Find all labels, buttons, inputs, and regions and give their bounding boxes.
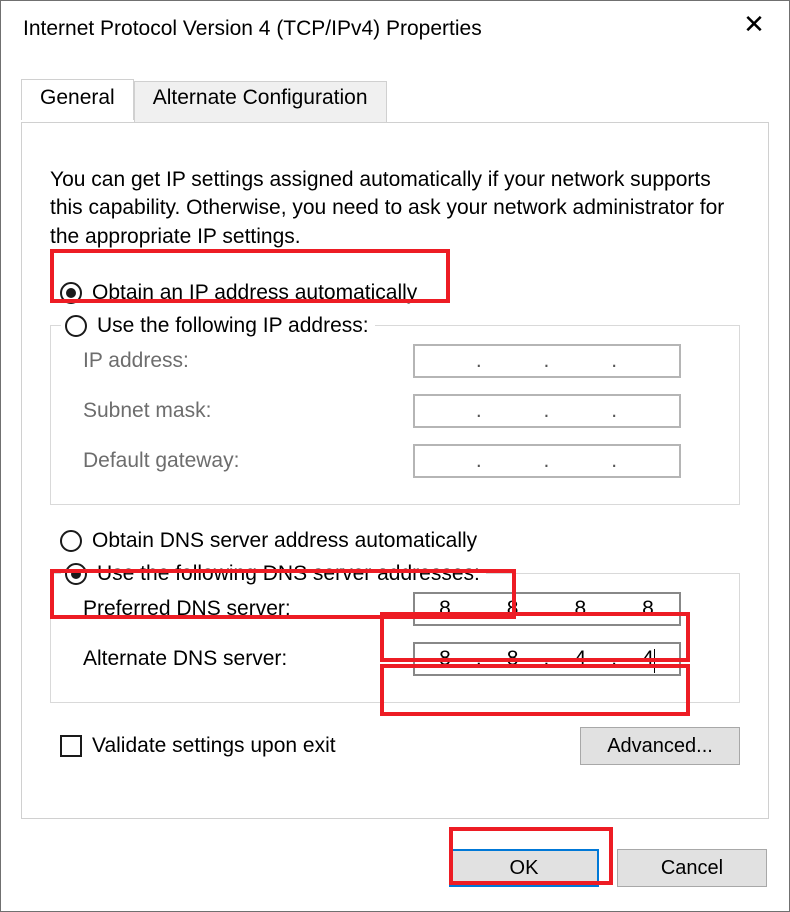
- tab-strip: General Alternate Configuration: [21, 79, 769, 120]
- row-preferred-dns: Preferred DNS server: 8. 8. 8. 8: [83, 584, 721, 634]
- client-area: General Alternate Configuration You can …: [21, 79, 769, 819]
- properties-window: Internet Protocol Version 4 (TCP/IPv4) P…: [0, 0, 790, 912]
- checkbox-label: Validate settings upon exit: [92, 734, 336, 758]
- cancel-button[interactable]: Cancel: [617, 849, 767, 887]
- radio-icon: [60, 530, 82, 552]
- radio-label-dns-auto: Obtain DNS server address automatically: [92, 529, 477, 553]
- ip-fieldset: Use the following IP address: IP address…: [50, 325, 740, 505]
- checkbox-validate-settings[interactable]: Validate settings upon exit: [60, 734, 336, 758]
- row-alternate-dns: Alternate DNS server: 8. 8. 4. 4: [83, 634, 721, 684]
- radio-icon: [60, 282, 82, 304]
- label-preferred-dns: Preferred DNS server:: [83, 597, 413, 621]
- dns-fieldset: Use the following DNS server addresses: …: [50, 573, 740, 703]
- radio-icon: [65, 315, 87, 337]
- checkbox-icon: [60, 735, 82, 757]
- octet: 4: [626, 647, 670, 671]
- label-alternate-dns: Alternate DNS server:: [83, 647, 413, 671]
- octet: 8: [626, 597, 670, 621]
- octet: 8: [491, 647, 535, 671]
- titlebar: Internet Protocol Version 4 (TCP/IPv4) P…: [1, 1, 789, 57]
- octet: 8: [491, 597, 535, 621]
- input-ip-address: . . .: [413, 344, 681, 378]
- octet: 8: [423, 647, 467, 671]
- radio-row-ip-auto[interactable]: Obtain an IP address automatically: [60, 281, 740, 305]
- octet: 8: [423, 597, 467, 621]
- input-subnet-mask: . . .: [413, 394, 681, 428]
- label-default-gateway: Default gateway:: [83, 449, 413, 473]
- radio-label-ip-auto: Obtain an IP address automatically: [92, 281, 417, 305]
- row-ip-address: IP address: . . .: [83, 336, 721, 386]
- input-preferred-dns[interactable]: 8. 8. 8. 8: [413, 592, 681, 626]
- label-ip-address: IP address:: [83, 349, 413, 373]
- row-default-gateway: Default gateway: . . .: [83, 436, 721, 486]
- input-default-gateway: . . .: [413, 444, 681, 478]
- close-icon[interactable]: ✕: [719, 1, 789, 47]
- radio-row-dns-manual[interactable]: Use the following DNS server addresses:: [61, 562, 486, 586]
- tab-general[interactable]: General: [21, 79, 134, 120]
- dialog-footer: OK Cancel: [449, 849, 767, 887]
- tab-alternate-configuration[interactable]: Alternate Configuration: [134, 81, 387, 122]
- radio-label-ip-manual: Use the following IP address:: [97, 314, 369, 338]
- radio-icon: [65, 563, 87, 585]
- text-caret: [654, 649, 655, 673]
- row-subnet-mask: Subnet mask: . . .: [83, 386, 721, 436]
- radio-row-ip-manual[interactable]: Use the following IP address:: [61, 314, 375, 338]
- octet: 8: [559, 597, 603, 621]
- label-subnet-mask: Subnet mask:: [83, 399, 413, 423]
- input-alternate-dns[interactable]: 8. 8. 4. 4: [413, 642, 681, 676]
- ok-button[interactable]: OK: [449, 849, 599, 887]
- radio-label-dns-manual: Use the following DNS server addresses:: [97, 562, 480, 586]
- advanced-button[interactable]: Advanced...: [580, 727, 740, 765]
- radio-row-dns-auto[interactable]: Obtain DNS server address automatically: [60, 529, 740, 553]
- intro-text: You can get IP settings assigned automat…: [50, 166, 740, 251]
- window-title: Internet Protocol Version 4 (TCP/IPv4) P…: [23, 17, 482, 41]
- octet: 4: [559, 647, 603, 671]
- tabpanel-general: You can get IP settings assigned automat…: [21, 122, 769, 819]
